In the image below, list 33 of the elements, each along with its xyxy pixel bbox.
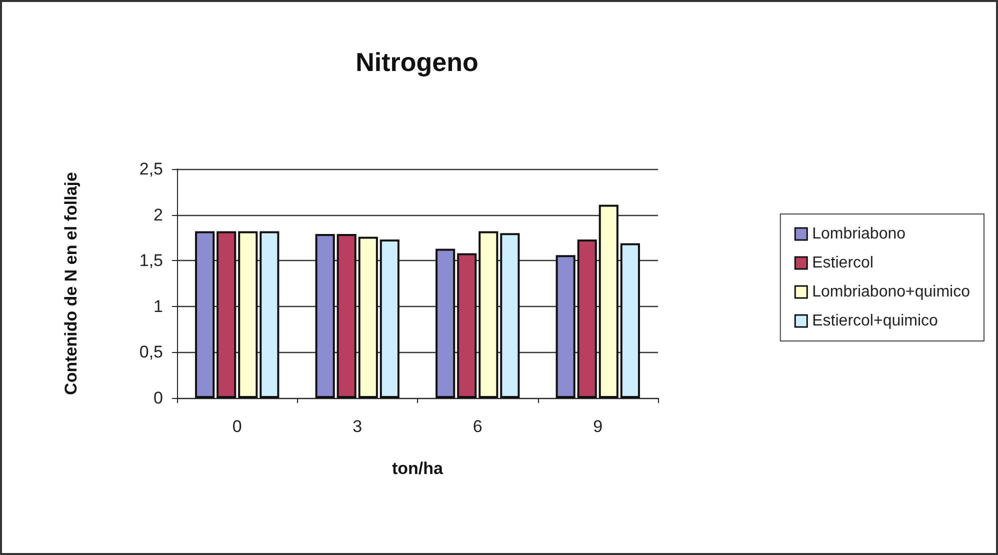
bar (556, 255, 576, 398)
bar (195, 231, 215, 398)
bar (478, 231, 498, 398)
legend-label: Lombriabono (812, 226, 906, 242)
bar (598, 204, 618, 398)
bar (358, 236, 378, 398)
x-tick-label: 6 (472, 417, 482, 436)
bar (457, 253, 477, 398)
bar (260, 231, 280, 398)
bar (500, 233, 520, 398)
x-tick-label: 9 (593, 417, 603, 436)
x-axis-title: ton/ha (392, 459, 444, 478)
bar (238, 231, 258, 398)
bar (315, 234, 335, 398)
y-tick-label: 2 (154, 205, 163, 224)
chart-title: Nitrogeno (356, 47, 478, 77)
bar (336, 234, 356, 398)
y-axis-title: Contenido de N en el follaje (62, 172, 80, 395)
legend-label: Estiercol (812, 254, 874, 272)
bar (620, 243, 640, 398)
legend-label: Lombriabono+quimico (812, 284, 970, 300)
bar (380, 240, 400, 398)
y-tick-label: 0 (154, 388, 163, 408)
bar (436, 248, 456, 398)
legend-label: Estiercol+quimico (812, 312, 938, 330)
x-tick-label: 3 (352, 417, 362, 436)
bar (216, 231, 236, 398)
y-tick-label: 1,5 (139, 251, 163, 270)
x-tick-label: 0 (232, 417, 242, 436)
y-tick-label: 2,5 (139, 160, 163, 178)
y-tick-label: 1 (154, 296, 163, 316)
bar (577, 240, 597, 398)
y-tick-label: 0,5 (139, 342, 163, 362)
